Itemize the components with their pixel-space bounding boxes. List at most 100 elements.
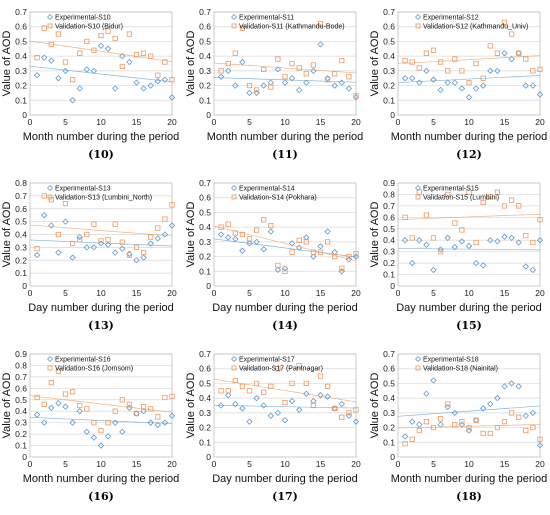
- y-tick-label: 0.6: [199, 22, 211, 32]
- trendline-validation: [29, 224, 173, 237]
- data-point-validation: [339, 57, 345, 64]
- data-point-validation: [409, 59, 415, 65]
- y-tick-label: 0.5: [383, 378, 395, 388]
- data-point-validation: [119, 239, 125, 245]
- data-point-experimental: [401, 75, 409, 82]
- y-axis-label: Value of AOD: [185, 31, 197, 97]
- data-point-validation: [119, 63, 125, 70]
- data-point-experimental: [423, 390, 430, 397]
- data-point-experimental: [126, 58, 133, 66]
- data-point-validation: [324, 77, 331, 83]
- data-point-experimental: [76, 233, 83, 241]
- data-point-experimental: [487, 400, 494, 408]
- y-tick-label: 0: [390, 281, 395, 291]
- data-point-experimental: [239, 247, 246, 254]
- legend-marker-validation: [47, 23, 53, 29]
- data-point-validation: [445, 191, 451, 198]
- data-point-validation: [55, 368, 62, 374]
- trendline-experimental: [213, 238, 357, 258]
- legend-entry: Validation-S14 (Pokhara): [239, 195, 317, 202]
- y-tick-label: 0.1: [15, 441, 27, 451]
- data-point-validation: [62, 200, 69, 207]
- panel-label: (13): [88, 319, 114, 332]
- data-point-experimental: [472, 259, 480, 267]
- data-point-experimental: [246, 89, 253, 97]
- data-point-validation: [268, 223, 274, 229]
- data-point-experimental: [338, 79, 345, 86]
- data-point-validation: [218, 68, 224, 74]
- data-point-experimental: [225, 234, 232, 241]
- trendline-validation: [397, 424, 541, 429]
- data-point-experimental: [154, 77, 161, 85]
- y-tick-label: 0.7: [15, 372, 27, 382]
- data-point-validation: [409, 436, 415, 442]
- data-point-experimental: [147, 82, 154, 89]
- x-tick-label: 5: [431, 117, 436, 127]
- y-tick-label: 0.5: [199, 207, 211, 217]
- data-point-validation: [346, 74, 352, 80]
- y-tick-label: 0: [390, 110, 395, 120]
- data-point-validation: [530, 68, 536, 74]
- data-point-experimental: [83, 66, 90, 73]
- legend-entry: Experimental-S13: [55, 186, 111, 193]
- data-point-experimental: [55, 249, 62, 256]
- data-point-validation: [275, 366, 281, 372]
- y-tick-label: 0.2: [383, 423, 395, 433]
- data-point-validation: [112, 408, 118, 414]
- data-point-validation: [289, 249, 295, 255]
- data-point-experimental: [260, 402, 267, 409]
- data-point-validation: [423, 419, 430, 425]
- data-point-validation: [98, 238, 104, 244]
- y-tick-label: 0.6: [199, 364, 211, 374]
- data-point-experimental: [76, 85, 83, 92]
- legend-entry: Experimental-S14: [239, 186, 295, 193]
- y-tick-label: 0: [22, 110, 27, 120]
- data-point-validation: [34, 55, 40, 61]
- y-tick-label: 0.2: [199, 252, 211, 262]
- y-tick-label: 0.4: [383, 235, 395, 245]
- chart-panel-11: 0 0.1 0.2 0.3 0.4 0.5 0.6 0.7 0 5 10 15 20 Value of A…: [185, 7, 363, 161]
- y-tick-label: 0.9: [15, 349, 27, 359]
- data-point-experimental: [508, 380, 515, 387]
- data-point-validation: [494, 424, 501, 431]
- data-point-experimental: [444, 234, 451, 242]
- data-point-experimental: [232, 235, 239, 243]
- data-point-validation: [537, 66, 543, 72]
- y-tick-label: 0.1: [383, 437, 395, 447]
- y-axis-label: Value of AOD: [1, 373, 13, 439]
- data-point-validation: [466, 424, 472, 431]
- data-point-validation: [466, 189, 472, 195]
- panel-label: (18): [456, 490, 482, 503]
- y-tick-label: 0.4: [15, 406, 27, 416]
- data-point-validation: [70, 77, 76, 83]
- y-tick-label: 0.3: [383, 66, 395, 76]
- data-point-experimental: [451, 243, 458, 251]
- data-point-experimental: [281, 417, 289, 424]
- x-tick-label: 0: [28, 117, 33, 127]
- data-point-experimental: [487, 237, 494, 244]
- data-point-validation: [310, 249, 317, 255]
- x-axis-label: Month number during the period: [23, 473, 180, 485]
- data-point-experimental: [41, 54, 48, 61]
- y-axis-label: Value of AOD: [369, 31, 381, 97]
- panel-label: (11): [272, 148, 298, 161]
- x-tick-label: 20: [351, 459, 361, 469]
- legend-marker-experimental: [415, 356, 421, 362]
- data-point-experimental: [522, 412, 529, 419]
- data-point-experimental: [324, 228, 331, 235]
- chart-panel-16: 00.1 0.20.3 0.40.5 0.60.7 0.80.9 0 5 10 15 20 Valu…: [1, 349, 179, 503]
- data-point-validation: [98, 428, 104, 434]
- plot-area: [397, 182, 541, 287]
- data-point-experimental: [232, 82, 239, 89]
- data-point-experimental: [161, 419, 169, 426]
- data-point-validation: [508, 31, 515, 37]
- legend-marker-validation: [231, 365, 237, 371]
- data-point-validation: [473, 239, 479, 246]
- data-point-experimental: [168, 222, 176, 229]
- legend-marker-experimental: [231, 356, 237, 362]
- data-point-validation: [55, 231, 62, 238]
- y-tick-label: 0.1: [199, 266, 211, 276]
- data-point-experimental: [288, 240, 296, 247]
- data-point-experimental: [90, 434, 98, 441]
